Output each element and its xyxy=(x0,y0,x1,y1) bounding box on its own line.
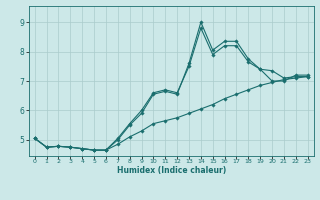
X-axis label: Humidex (Indice chaleur): Humidex (Indice chaleur) xyxy=(116,166,226,175)
